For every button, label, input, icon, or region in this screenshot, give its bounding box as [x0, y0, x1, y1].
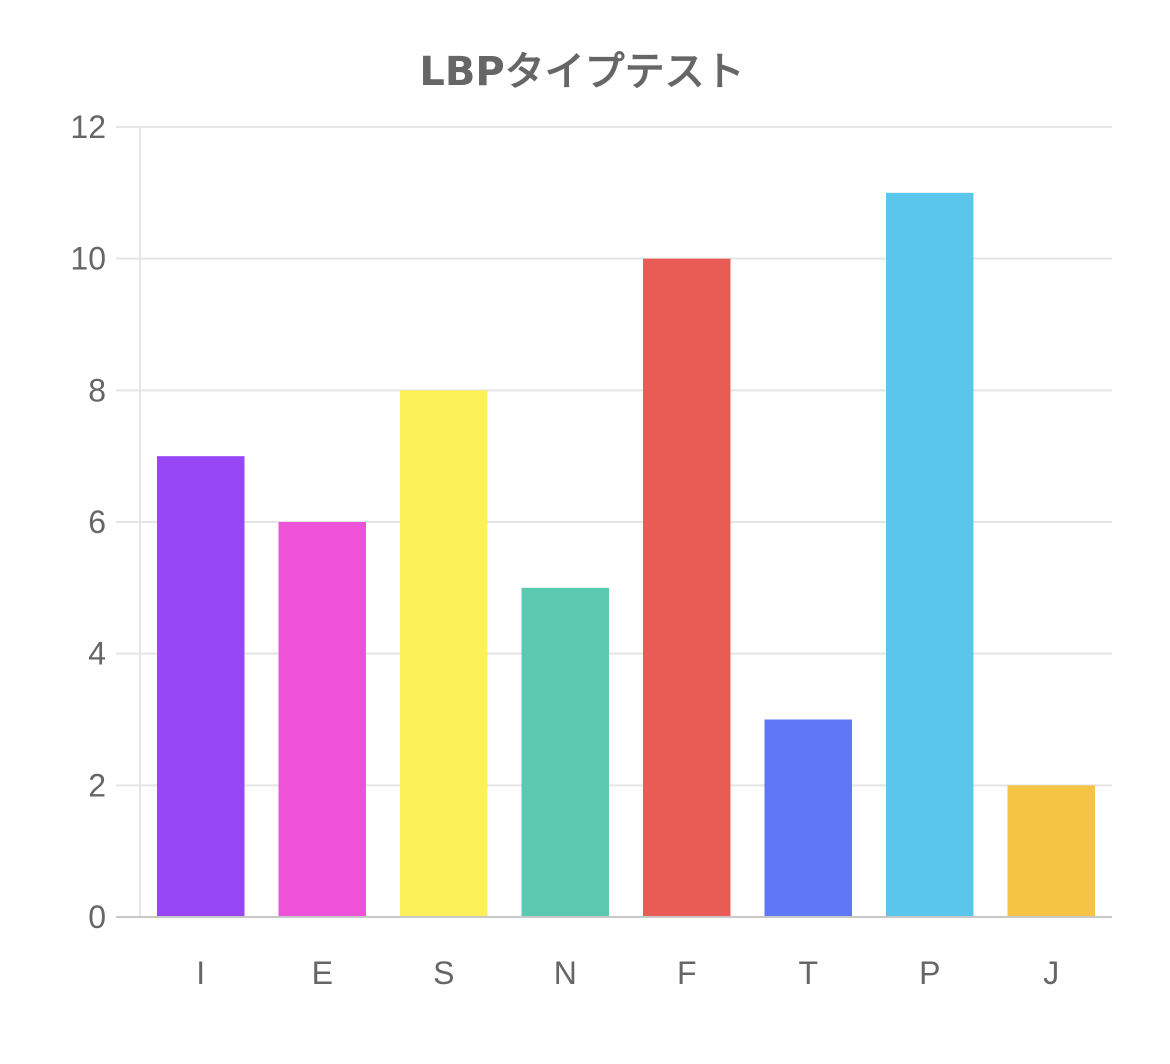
axes [116, 127, 1112, 918]
bar-J[interactable] [1007, 785, 1095, 917]
x-tick-label: T [798, 955, 818, 991]
x-tick-label: F [677, 955, 697, 991]
x-tick-label: N [554, 955, 577, 991]
y-tick-label: 4 [88, 636, 106, 672]
bars [157, 192, 1095, 918]
bar-P[interactable] [886, 192, 974, 918]
bar-F[interactable] [643, 258, 731, 918]
x-tick-label: I [196, 955, 205, 991]
bar-N[interactable] [521, 587, 609, 917]
chart-title: LBPタイプテスト [419, 49, 744, 95]
x-tick-label: P [919, 955, 940, 991]
x-tick-label: S [433, 955, 454, 991]
x-tick-label: E [312, 955, 333, 991]
y-tick-label: 10 [70, 241, 106, 277]
y-tick-label: 12 [70, 109, 106, 145]
x-tick-label: J [1043, 955, 1059, 991]
bar-E[interactable] [278, 522, 366, 917]
y-tick-labels: 0 2 4 6 8 10 12 [70, 109, 106, 935]
bar-T[interactable] [764, 719, 852, 918]
y-tick-label: 2 [88, 767, 106, 803]
y-tick-label: 8 [88, 372, 106, 408]
bar-I[interactable] [157, 456, 245, 917]
bar-S[interactable] [400, 390, 488, 917]
y-tick-label: 6 [88, 504, 106, 540]
y-tick-label: 0 [88, 899, 106, 935]
